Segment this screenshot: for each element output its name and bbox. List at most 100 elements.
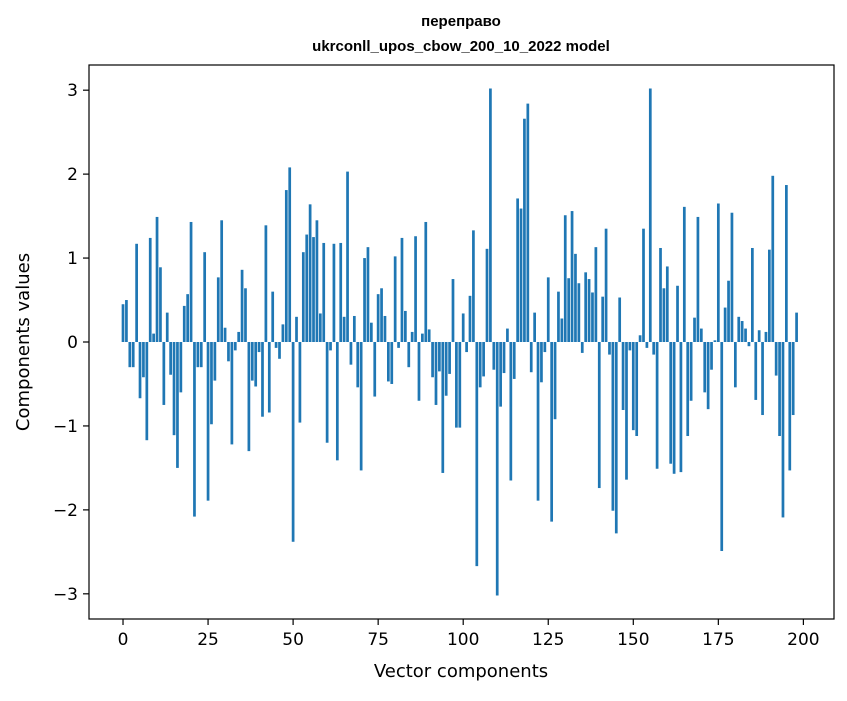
y-tick-label: 2 — [67, 165, 78, 185]
bar — [710, 342, 713, 370]
bar — [427, 329, 431, 342]
bar — [203, 252, 207, 342]
bar — [155, 216, 159, 342]
bar — [407, 342, 411, 368]
bar — [723, 307, 727, 342]
bar — [301, 252, 305, 342]
bar — [737, 316, 741, 342]
bar — [189, 221, 193, 342]
bar — [220, 220, 224, 342]
bar — [305, 234, 309, 342]
bar — [159, 267, 162, 342]
bar — [131, 342, 135, 368]
bar — [145, 342, 149, 441]
x-tick-label: 75 — [367, 630, 389, 650]
bar — [240, 269, 244, 342]
bar — [529, 342, 533, 373]
bar — [489, 88, 492, 342]
bar — [587, 279, 591, 342]
bar — [482, 342, 485, 377]
bar — [485, 248, 489, 342]
bar — [669, 342, 673, 464]
bar — [216, 277, 220, 342]
bar — [227, 342, 230, 362]
bar — [577, 283, 581, 342]
bar — [733, 342, 737, 388]
bar — [557, 291, 560, 342]
bar — [315, 220, 319, 342]
bar — [274, 342, 278, 348]
x-tick-label: 100 — [447, 630, 479, 650]
bar — [281, 324, 285, 342]
bar — [495, 342, 499, 596]
bar — [250, 342, 254, 381]
bar — [352, 315, 356, 342]
bar — [461, 313, 465, 342]
bar — [502, 342, 506, 374]
bar — [563, 215, 567, 342]
bar — [696, 216, 700, 342]
bar — [580, 342, 584, 353]
bar — [193, 342, 196, 517]
bar — [744, 328, 747, 342]
bars-group — [121, 88, 798, 596]
x-tick-label: 150 — [617, 630, 649, 650]
bar — [128, 342, 132, 368]
bar — [410, 331, 414, 342]
bar — [325, 342, 329, 443]
bar — [740, 321, 744, 342]
bar — [533, 312, 536, 342]
bar — [267, 342, 271, 413]
bar — [560, 318, 564, 342]
bar — [213, 342, 217, 381]
bar — [441, 342, 445, 473]
bar — [448, 342, 451, 374]
bar — [264, 225, 268, 342]
bar — [373, 342, 377, 397]
bar — [349, 342, 353, 365]
bar — [550, 342, 554, 522]
bar — [536, 342, 540, 501]
bar — [295, 316, 298, 342]
bar — [261, 342, 264, 417]
bar — [672, 342, 676, 474]
bar — [424, 221, 428, 342]
y-tick-label: −1 — [53, 417, 78, 437]
bar — [597, 342, 601, 489]
bar — [318, 313, 322, 342]
bar — [414, 236, 417, 342]
bar — [148, 237, 152, 342]
x-tick-label: 200 — [787, 630, 819, 650]
bar — [356, 342, 360, 388]
bar — [179, 342, 183, 393]
bar — [478, 342, 482, 388]
y-tick-label: 1 — [67, 249, 78, 269]
bar — [689, 342, 693, 401]
bar — [342, 316, 346, 342]
bar — [247, 342, 251, 452]
bar — [206, 342, 210, 501]
bar — [625, 342, 628, 480]
bar — [125, 300, 128, 342]
bar — [271, 291, 275, 342]
bar — [121, 304, 125, 342]
x-axis: 0 25 50 75 100 125 150 175 200 — [118, 619, 820, 650]
bar — [540, 342, 543, 383]
bar — [135, 243, 138, 342]
bar — [421, 333, 424, 342]
bar — [771, 175, 775, 342]
bar — [693, 317, 696, 342]
x-tick-label: 25 — [197, 630, 219, 650]
bar — [499, 342, 502, 407]
bar — [727, 280, 730, 342]
bar — [682, 206, 686, 342]
x-tick-label: 125 — [532, 630, 564, 650]
bar — [233, 342, 237, 351]
bar — [393, 256, 397, 342]
bar — [434, 342, 438, 405]
bar — [659, 247, 662, 342]
bar — [506, 328, 509, 342]
bar — [196, 342, 200, 368]
bar — [601, 296, 605, 342]
